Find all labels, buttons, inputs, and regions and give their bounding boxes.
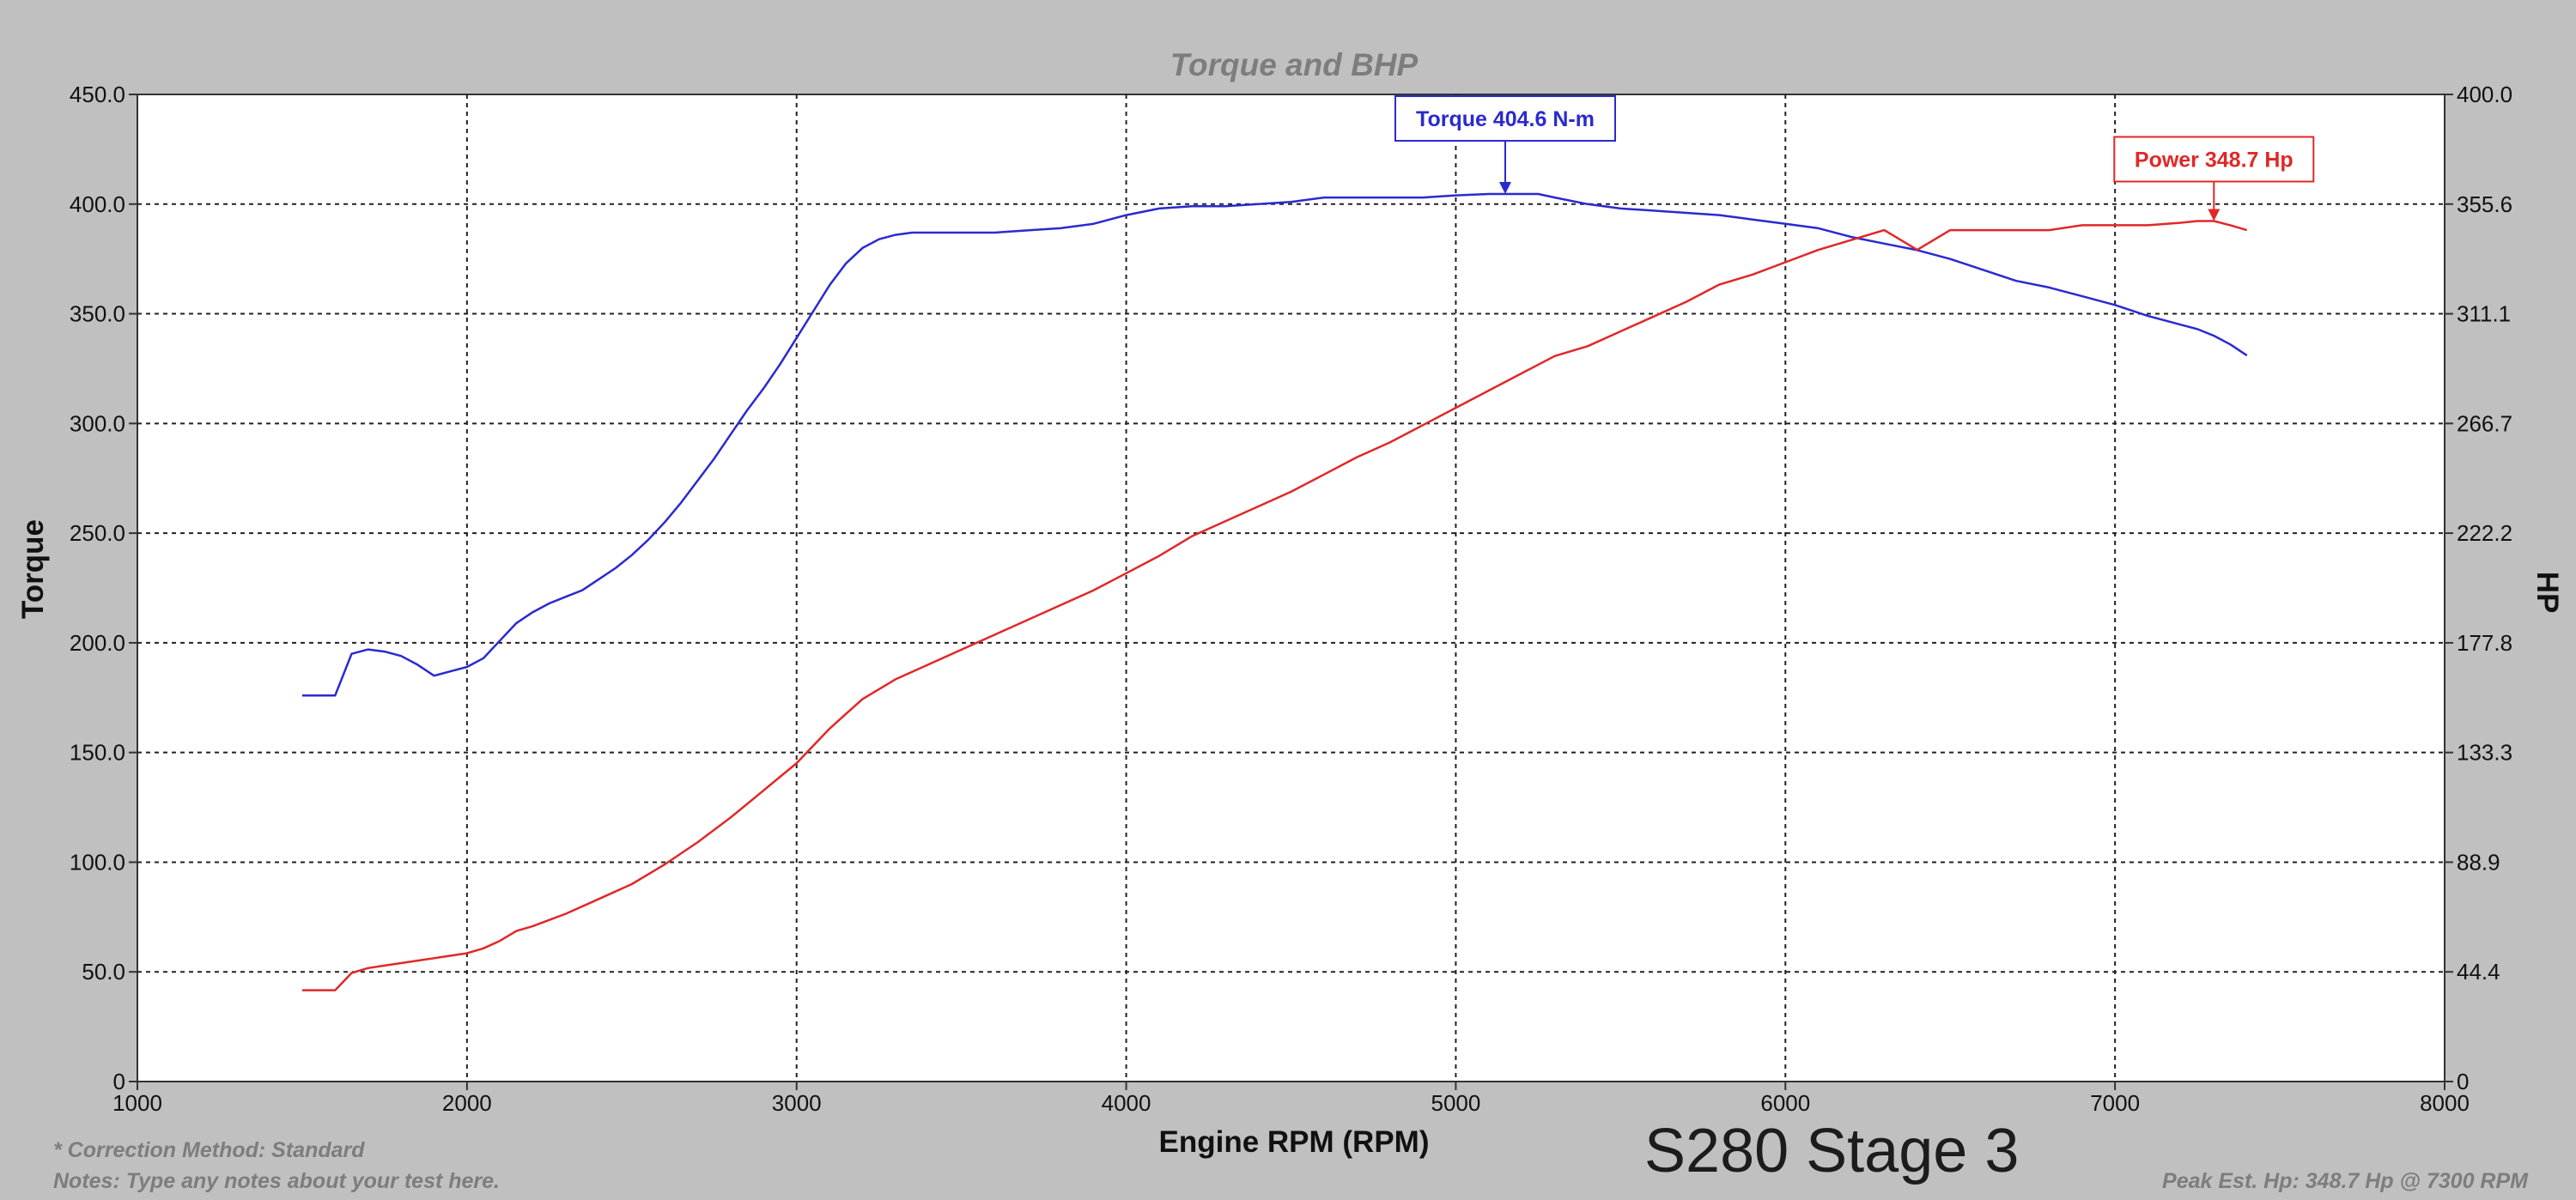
annotation-label: Torque 404.6 N-m — [1416, 107, 1595, 131]
y-axis-label-right: HP — [2530, 572, 2564, 614]
y-right-tick-label: 355.6 — [2457, 191, 2512, 217]
run-label: S280 Stage 3 — [1644, 1117, 2020, 1185]
peak-estimate: Peak Est. Hp: 348.7 Hp @ 7300 RPM — [2162, 1169, 2528, 1193]
y-right-tick-label: 44.4 — [2457, 959, 2500, 985]
x-tick-label: 1000 — [112, 1090, 162, 1116]
x-tick-label: 6000 — [1760, 1090, 1810, 1116]
chart-title: Torque and BHP — [1170, 47, 1419, 82]
y-right-tick-label: 0 — [2457, 1069, 2469, 1094]
y-left-tick-label: 100.0 — [70, 849, 125, 875]
plot-area — [137, 94, 2445, 1082]
x-tick-label: 3000 — [772, 1090, 822, 1116]
x-tick-label: 7000 — [2090, 1090, 2140, 1116]
y-right-tick-label: 311.1 — [2457, 301, 2511, 327]
test-notes: Notes: Type any notes about your test he… — [53, 1169, 501, 1193]
y-axis-label-left: Torque — [16, 519, 50, 619]
y-right-tick-label: 133.3 — [2457, 740, 2512, 766]
y-left-tick-label: 0 — [113, 1069, 125, 1094]
x-tick-label: 5000 — [1431, 1090, 1481, 1116]
y-right-tick-label: 177.8 — [2457, 630, 2512, 656]
series-line-power — [301, 220, 2248, 991]
grid-lines — [137, 94, 2445, 1082]
annotation-torque: Torque 404.6 N-m — [1394, 95, 1617, 195]
x-tick-label: 2000 — [442, 1090, 492, 1116]
y-right-tick-label: 400.0 — [2457, 82, 2512, 107]
annotation-arrow — [2208, 209, 2221, 221]
series-lines — [301, 192, 2248, 991]
y-right-tick-label: 88.9 — [2457, 849, 2500, 875]
y-left-tick-label: 350.0 — [70, 301, 125, 327]
annotation-power: Power 348.7 Hp — [2113, 136, 2315, 221]
y-left-tick-label: 300.0 — [70, 410, 125, 436]
y-left-tick-label: 200.0 — [70, 630, 125, 656]
correction-method-note: * Correction Method: Standard — [53, 1138, 365, 1162]
annotation-box — [1394, 95, 1617, 142]
y-left-tick-label: 250.0 — [70, 520, 125, 546]
annotation-arrow — [1499, 182, 1512, 195]
x-tick-label: 4000 — [1102, 1090, 1151, 1116]
x-tick-label: 8000 — [2420, 1090, 2470, 1116]
annotation-label: Power 348.7 Hp — [2135, 148, 2293, 172]
annotations: Torque 404.6 N-m Power 348.7 Hp — [1394, 95, 2315, 221]
series-line-torque — [301, 192, 2248, 697]
y-left-tick-label: 400.0 — [70, 191, 125, 217]
y-left-tick-label: 150.0 — [70, 740, 125, 766]
y-left-tick-label: 50.0 — [82, 959, 125, 985]
y-left-tick-label: 450.0 — [70, 82, 125, 107]
x-axis-label: Engine RPM (RPM) — [1159, 1125, 1430, 1159]
axis-ticks: 1000 2000 3000 4000 5000 6000 7000 8000050.0100… — [70, 82, 2512, 1116]
y-right-tick-label: 222.2 — [2457, 520, 2512, 546]
y-right-tick-label: 266.7 — [2457, 410, 2512, 436]
